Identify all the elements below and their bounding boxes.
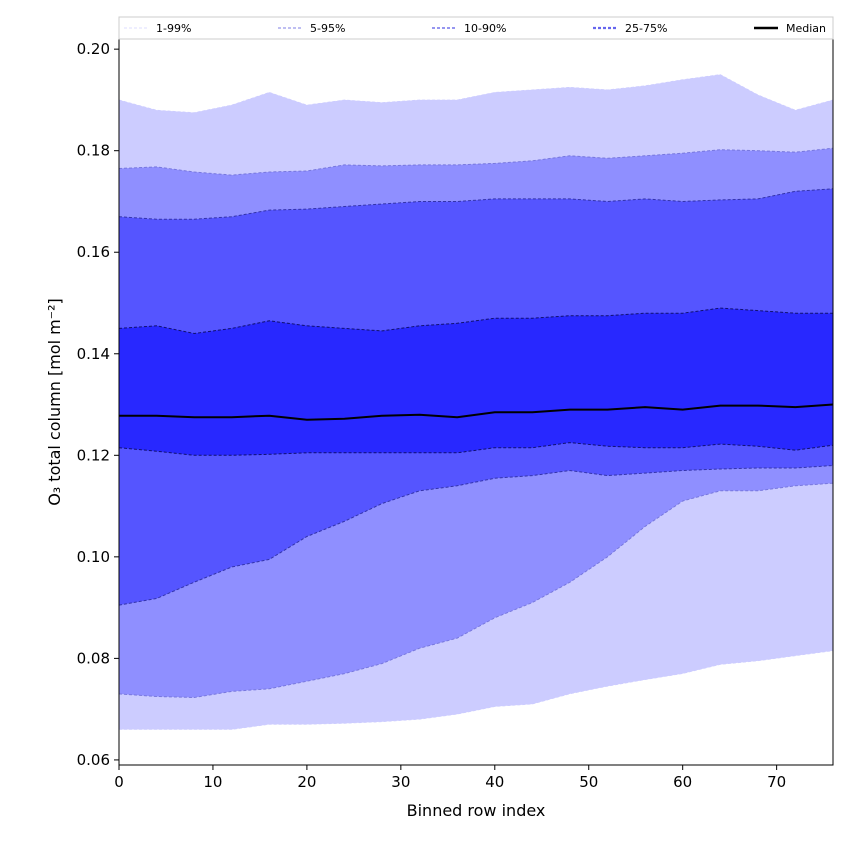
line-p95: [118, 147, 834, 176]
line-median: [119, 403, 834, 421]
x-axis-label: Binned row index: [407, 801, 546, 820]
x-tick-label: 50: [579, 773, 598, 791]
line-p99: [118, 74, 834, 113]
legend-label: Median: [786, 22, 826, 35]
y-tick-label: 0.12: [77, 446, 110, 464]
x-axis: 0 10 20 30 40 50 60 70: [114, 765, 786, 791]
line-p90: [118, 188, 834, 220]
lines-layer: [118, 74, 834, 730]
x-tick-label: 60: [673, 773, 692, 791]
legend: 1-99% 5-95% 10-90% 25-75% Median: [118, 16, 834, 40]
y-tick-label: 0.14: [77, 345, 110, 363]
y-tick-label: 0.18: [77, 142, 110, 160]
legend-label: 1-99%: [156, 22, 191, 35]
y-tick-label: 0.08: [77, 649, 110, 667]
y-axis: 0.06 0.08 0.10 0.12 0.14 0.16 0.18 0.20: [77, 40, 119, 769]
x-tick-label: 10: [203, 773, 222, 791]
x-tick-label: 70: [767, 773, 786, 791]
line-p25: [118, 442, 834, 456]
line-p75: [118, 307, 833, 335]
line-p5: [118, 482, 834, 699]
y-tick-label: 0.16: [77, 243, 110, 261]
legend-label: 5-95%: [310, 22, 345, 35]
x-tick-label: 20: [297, 773, 316, 791]
legend-box: [118, 16, 834, 40]
legend-label: 10-90%: [464, 22, 506, 35]
line-p10: [118, 465, 834, 606]
x-tick-label: 40: [485, 773, 504, 791]
band-25-75%: [119, 308, 833, 456]
x-tick-label: 0: [114, 773, 124, 791]
y-tick-label: 0.10: [77, 548, 110, 566]
x-tick-label: 30: [391, 773, 410, 791]
bands-layer: [119, 74, 833, 730]
y-tick-label: 0.06: [77, 751, 110, 769]
y-tick-label: 0.20: [77, 40, 110, 58]
line-p1: [119, 650, 834, 730]
y-axis-label: O₃ total column [mol m⁻²]: [45, 298, 64, 506]
legend-label: 25-75%: [625, 22, 667, 35]
